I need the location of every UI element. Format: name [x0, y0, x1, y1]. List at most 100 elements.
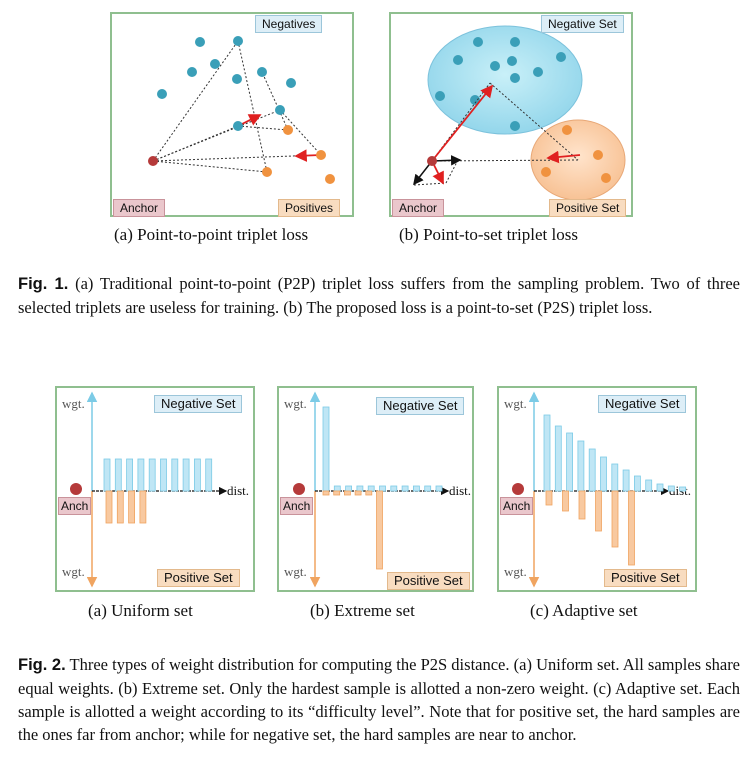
fig1b-positive-set-tag: Positive Set — [549, 199, 627, 217]
fig2b-positive-bar — [376, 490, 383, 570]
fig2b-positive-set-tag: Positive Set — [387, 572, 470, 590]
fig2a-anchor-ball — [70, 483, 82, 495]
fig2b-negative-set-tag: Negative Set — [376, 397, 465, 415]
fig2a-negative-set-tag: Negative Set — [154, 395, 243, 413]
fig2c-positive-bar — [611, 490, 619, 548]
fig2c-caption: (c) Adaptive set — [530, 601, 638, 620]
fig2c-positive-bar — [545, 490, 553, 506]
fig2c-negative-bar — [645, 479, 653, 492]
fig2b-negative-bar — [379, 485, 386, 492]
fig2b-negative-bar — [435, 485, 443, 492]
fig2c-anchor-tag: Anch — [500, 497, 534, 515]
fig2b-negative-bar — [356, 485, 364, 492]
fig2c-negative-bar — [577, 440, 585, 492]
fig2c-negative-bar — [679, 486, 686, 492]
fig2b-negative-bar — [345, 485, 353, 492]
fig2c-negative-bar — [656, 483, 664, 492]
fig2b-anchor-ball — [293, 483, 305, 495]
fig1b-negative-set-tag: Negative Set — [541, 15, 624, 33]
fig2c-positive-bar — [595, 490, 602, 532]
fig1-drawing — [148, 25, 626, 201]
fig2a-negative-bar — [126, 458, 133, 492]
fig2a-negative-bar — [114, 458, 122, 492]
fig2c-negative-bar — [554, 425, 562, 492]
fig2c-positive-bar — [578, 490, 586, 520]
fig2b-wgt-bottom-label: wgt. — [284, 564, 307, 579]
fig1b-positive-points — [541, 125, 611, 183]
fig2b-anchor-tag: Anch — [280, 497, 314, 515]
fig1b-anchor-point — [427, 156, 437, 166]
fig1-caption-paragraph: Fig. 1. (a) Traditional point-to-point (… — [18, 272, 740, 319]
fig2a-negative-bar — [171, 458, 179, 492]
fig2c-negative-bar — [634, 475, 641, 492]
fig2b-negative-bar — [390, 485, 398, 492]
fig1b-caption: (b) Point-to-set triplet loss — [399, 225, 578, 244]
fig2b-negative-bar — [412, 485, 420, 492]
fig2c-negative-bar — [600, 456, 607, 492]
fig2c-positive-bar — [562, 490, 569, 512]
fig2a-positive-bar — [139, 490, 147, 524]
fig1b-red-arrow — [546, 150, 581, 164]
fig2b-positive-bar — [322, 490, 330, 496]
fig2-caption-paragraph: Fig. 2. Three types of weight distributi… — [18, 653, 740, 746]
fig2a-negative-bar — [193, 458, 201, 492]
fig2b-positive-bar — [354, 490, 362, 496]
fig1-label: Fig. 1. — [18, 275, 69, 293]
fig2a-positive-set-tag: Positive Set — [157, 569, 240, 587]
fig2a-anchor-tag: Anch — [58, 497, 92, 515]
fig2c-anchor-ball — [512, 483, 524, 495]
fig2b-dist-label: dist. — [449, 483, 471, 498]
fig2c-negative-bar — [543, 414, 551, 492]
fig2a-negative-bar — [160, 458, 167, 492]
fig2c-wgt-bottom-label: wgt. — [504, 564, 527, 579]
fig2c-positive-set-tag: Positive Set — [604, 569, 687, 587]
fig2a-negative-bar — [205, 458, 213, 492]
fig1a-positives-tag: Positives — [278, 199, 341, 217]
fig1b-anchor-tag: Anchor — [392, 199, 445, 217]
fig2b-positive-bar — [343, 490, 351, 496]
fig1a-negative-points — [157, 36, 296, 131]
fig2b-negative-bar — [322, 406, 330, 492]
fig2-label: Fig. 2. — [18, 656, 66, 674]
fig1a-dashed-lines — [152, 40, 322, 173]
fig1a-positive-points — [262, 125, 335, 184]
fig1b-negative-set-ellipse — [427, 25, 583, 135]
fig2b-caption: (b) Extreme set — [310, 601, 415, 620]
fig2b-wgt-top-label: wgt. — [284, 396, 307, 411]
fig2b-positive-bar — [333, 490, 341, 496]
fig2a-caption: (a) Uniform set — [88, 601, 193, 620]
fig2a-negative-bar — [137, 458, 145, 492]
fig2b-negative-bar — [424, 485, 432, 492]
fig2b-negative-bar — [333, 485, 341, 492]
fig1a-anchor-tag: Anchor — [113, 199, 166, 217]
fig1b-negative-points — [435, 37, 566, 131]
fig2-text: Three types of weight distribution for c… — [18, 655, 741, 744]
fig2a-wgt-top-label: wgt. — [62, 396, 85, 411]
fig1b-red-arrow — [431, 84, 494, 162]
fig2c-positive-bar — [628, 490, 635, 566]
fig2a-negative-bar — [103, 458, 111, 492]
fig2a-positive-bar — [116, 490, 124, 524]
fig2a-negative-bar — [148, 458, 156, 492]
fig2a-dist-label: dist. — [227, 483, 249, 498]
fig2a-positive-bar — [105, 490, 113, 524]
fig2c-wgt-top-label: wgt. — [504, 396, 527, 411]
fig2c-negative-bar — [566, 432, 573, 492]
fig2b-negative-bar — [401, 485, 409, 492]
fig2a-negative-bar — [182, 458, 190, 492]
fig1-panel-a — [110, 12, 354, 217]
fig2c-negative-bar — [622, 469, 630, 492]
fig2b-negative-bar — [367, 485, 375, 492]
fig2c-negative-bar — [611, 463, 619, 492]
fig2a-positive-bar — [128, 490, 136, 524]
fig2a-wgt-bottom-label: wgt. — [62, 564, 85, 579]
fig2b-positive-bar — [365, 490, 373, 496]
fig1-text: (a) Traditional point-to-point (P2P) tri… — [18, 274, 740, 317]
fig2c-negative-set-tag: Negative Set — [598, 395, 687, 413]
fig2c-negative-bar — [667, 485, 675, 492]
fig1a-anchor-point — [148, 156, 158, 166]
fig1a-caption: (a) Point-to-point triplet loss — [114, 225, 309, 244]
fig1a-negatives-tag: Negatives — [255, 15, 323, 33]
fig2c-negative-bar — [588, 448, 596, 492]
